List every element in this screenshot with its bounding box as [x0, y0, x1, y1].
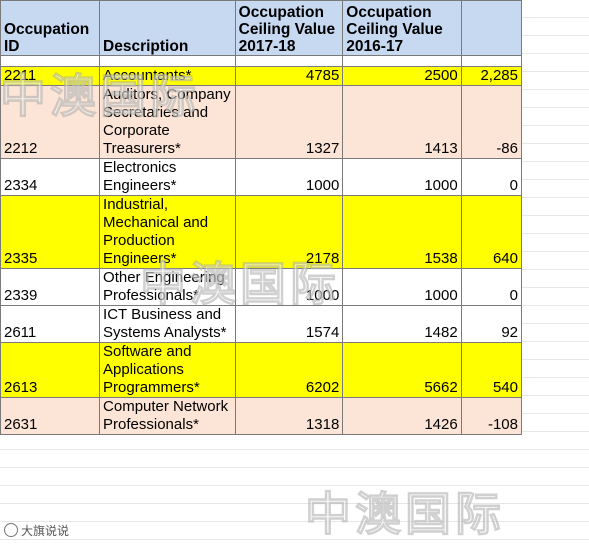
header-value-2016-17: Occupation Ceiling Value 2016-17 — [342, 0, 462, 56]
cell-occupation-id: 2611 — [0, 305, 101, 343]
table-row: 2611 ICT Business and Systems Analysts* 15… — [0, 305, 523, 343]
cell-difference: -108 — [460, 397, 523, 435]
cell-value-2017-18: 6202 — [234, 342, 344, 398]
table-row: 2631 Computer Network Professionals* 1318 1… — [0, 397, 523, 435]
cell-value-2016-17: 1482 — [342, 305, 462, 343]
cell-value-2016-17: 2500 — [342, 66, 462, 86]
cell-occupation-id: 2631 — [0, 397, 101, 435]
cell-description: Electronics Engineers* — [99, 158, 236, 196]
cell-value-2017-18: 1327 — [234, 85, 344, 159]
table-row: 2212 Auditors, Company Secretaries and Co… — [0, 85, 523, 159]
cell-value-2016-17: 1000 — [342, 158, 462, 196]
cell-value-2017-18: 4785 — [234, 66, 344, 86]
cell-occupation-id: 2335 — [0, 195, 101, 269]
cell-value-2016-17: 1426 — [342, 397, 462, 435]
header-occupation-id: Occupation ID — [0, 0, 101, 56]
cell-value-2016-17: 1000 — [342, 268, 462, 306]
cell-value-2016-17: 5662 — [342, 342, 462, 398]
cell-difference: 540 — [460, 342, 523, 398]
occupation-ceiling-table: Occupation ID Description Occupation Cei… — [0, 0, 523, 435]
table-body: 2211 Accountants* 4785 2500 2,285 2212 Auditor… — [0, 55, 523, 435]
cell-occupation-id: 2212 — [0, 85, 101, 159]
header-description: Description — [99, 0, 236, 56]
cell-occupation-id: 2339 — [0, 268, 101, 306]
cell-occupation-id: 2334 — [0, 158, 101, 196]
header-value-2017-18: Occupation Ceiling Value 2017-18 — [234, 0, 344, 56]
credit-text: 大旗说说 — [21, 524, 70, 538]
cell-value-2017-18: 1000 — [234, 268, 344, 306]
cell-difference: 92 — [460, 305, 523, 343]
cell-value-2017-18: 2178 — [234, 195, 344, 269]
weibo-icon — [4, 523, 18, 537]
cell-value-2017-18: 1574 — [234, 305, 344, 343]
credit-label: 大旗说说 — [4, 522, 69, 539]
cell-difference: 0 — [460, 158, 523, 196]
header-difference — [460, 0, 523, 56]
cell-description: Auditors, Company Secretaries and Corpor… — [99, 85, 236, 159]
table-row: 2339 Other Engineering Professionals* 1000… — [0, 268, 523, 306]
cell-value-2016-17: 1538 — [342, 195, 462, 269]
cell-description: Industrial, Mechanical and Production En… — [99, 195, 236, 269]
cell-difference: 0 — [460, 268, 523, 306]
cell-occupation-id: 2211 — [0, 66, 101, 86]
cell-value-2017-18: 1000 — [234, 158, 344, 196]
cell-description: Software and Applications Programmers* — [99, 342, 236, 398]
cell-difference: -86 — [460, 85, 523, 159]
spacer-row — [0, 55, 523, 67]
cell-description: ICT Business and Systems Analysts* — [99, 305, 236, 343]
table-row: 2334 Electronics Engineers* 1000 1000 0 — [0, 158, 523, 196]
cell-difference: 640 — [460, 195, 523, 269]
cell-occupation-id: 2613 — [0, 342, 101, 398]
cell-description: Accountants* — [99, 66, 236, 86]
cell-value-2016-17: 1413 — [342, 85, 462, 159]
header-row: Occupation ID Description Occupation Cei… — [0, 0, 523, 56]
table-row: 2211 Accountants* 4785 2500 2,285 — [0, 66, 523, 86]
cell-difference: 2,285 — [460, 66, 523, 86]
cell-description: Computer Network Professionals* — [99, 397, 236, 435]
table-row: 2335 Industrial, Mechanical and Productio… — [0, 195, 523, 269]
cell-description: Other Engineering Professionals* — [99, 268, 236, 306]
cell-value-2017-18: 1318 — [234, 397, 344, 435]
table-row: 2613 Software and Applications Programmer… — [0, 342, 523, 398]
